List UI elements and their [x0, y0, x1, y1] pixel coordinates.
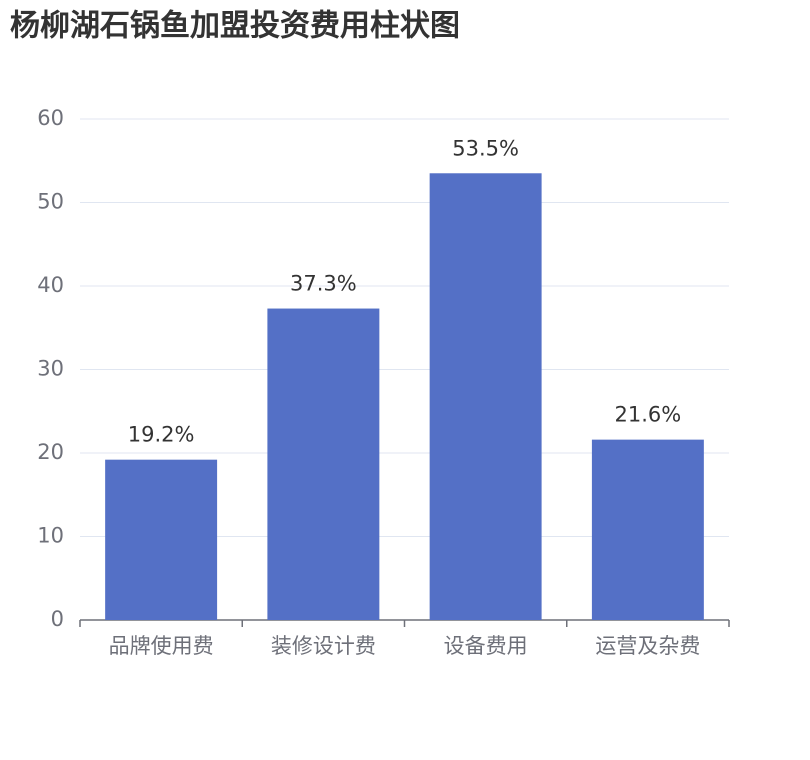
data-label: 37.3%	[290, 272, 357, 296]
y-tick-label: 60	[37, 106, 64, 130]
x-tick-label: 品牌使用费	[109, 634, 214, 658]
chart-title: 杨柳湖石锅鱼加盟投资费用柱状图	[10, 9, 460, 44]
y-tick-label: 30	[37, 357, 64, 381]
y-tick-label: 0	[51, 607, 64, 631]
data-label: 53.5%	[452, 136, 519, 160]
x-tick-label: 运营及杂费	[595, 634, 700, 658]
bar	[267, 308, 380, 620]
y-tick-label: 40	[37, 273, 64, 297]
x-tick-label: 设备费用	[444, 634, 528, 658]
bar	[105, 459, 218, 620]
bar	[429, 173, 542, 620]
x-tick-label: 装修设计费	[271, 634, 376, 658]
y-tick-label: 20	[37, 440, 64, 464]
y-tick-label: 10	[37, 524, 64, 548]
data-label: 21.6%	[615, 403, 682, 427]
y-tick-label: 50	[37, 190, 64, 214]
data-label: 19.2%	[128, 423, 195, 447]
bar	[591, 439, 704, 620]
